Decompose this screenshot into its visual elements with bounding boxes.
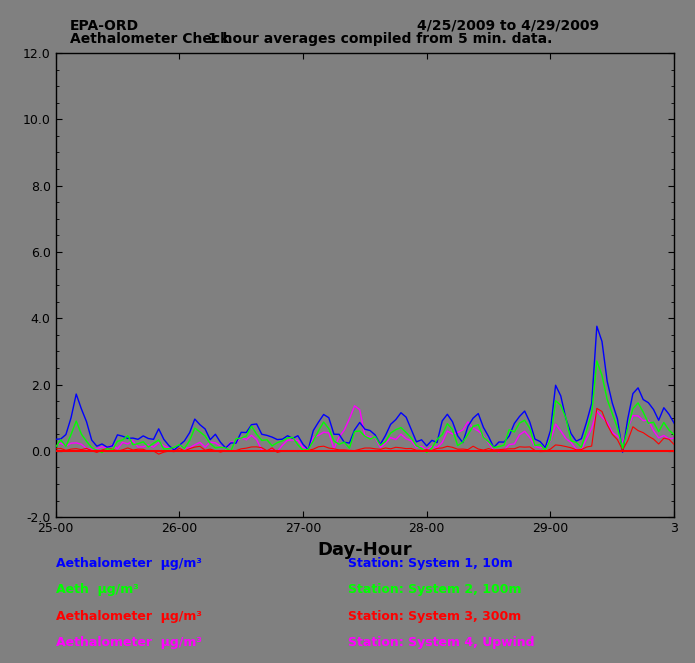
Text: Station: System 4, Upwind: Station: System 4, Upwind	[348, 636, 534, 650]
Text: Aeth  μg/m³: Aeth μg/m³	[56, 583, 138, 597]
Text: EPA-ORD: EPA-ORD	[70, 19, 138, 33]
Text: 1 hour averages compiled from 5 min. data.: 1 hour averages compiled from 5 min. dat…	[208, 32, 553, 46]
Text: Aethalometer  μg/m³: Aethalometer μg/m³	[56, 636, 202, 650]
X-axis label: Day-Hour: Day-Hour	[318, 540, 412, 558]
Text: Aethalometer Check: Aethalometer Check	[70, 32, 229, 46]
Text: Station: System 2, 100m: Station: System 2, 100m	[348, 583, 521, 597]
Text: Aethalometer  μg/m³: Aethalometer μg/m³	[56, 557, 202, 570]
Text: Aethalometer  μg/m³: Aethalometer μg/m³	[56, 610, 202, 623]
Text: Station: System 1, 10m: Station: System 1, 10m	[348, 557, 512, 570]
Text: 4/25/2009 to 4/29/2009: 4/25/2009 to 4/29/2009	[417, 19, 599, 33]
Text: Station: System 3, 300m: Station: System 3, 300m	[348, 610, 521, 623]
